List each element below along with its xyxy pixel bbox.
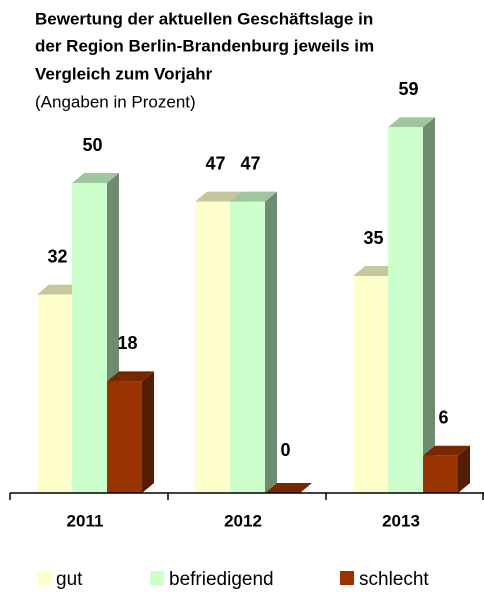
bar bbox=[265, 483, 312, 493]
bar-front bbox=[37, 294, 72, 493]
x-tick-label: 2012 bbox=[224, 511, 262, 530]
bar-front bbox=[230, 201, 265, 493]
chart-title: Bewertung der aktuellen Geschäftslage in bbox=[35, 9, 373, 28]
bar bbox=[388, 117, 435, 493]
bar-front bbox=[353, 276, 388, 493]
legend-swatch bbox=[150, 571, 164, 585]
bar bbox=[230, 191, 277, 493]
x-tick-label: 2011 bbox=[67, 511, 104, 530]
legend-label: schlecht bbox=[359, 569, 429, 590]
bar-top bbox=[195, 191, 242, 202]
bar-side bbox=[423, 117, 435, 493]
bar-side bbox=[458, 445, 470, 493]
chart-title: Vergleich zum Vorjahr bbox=[35, 64, 213, 83]
bar-side bbox=[265, 191, 277, 493]
x-tick-label: 2013 bbox=[382, 511, 420, 530]
bar bbox=[107, 371, 154, 493]
value-label: 47 bbox=[240, 153, 260, 173]
bar bbox=[72, 173, 119, 493]
bar-front bbox=[388, 127, 423, 493]
value-label: 59 bbox=[398, 79, 418, 99]
bar-top bbox=[230, 191, 277, 202]
bar-front bbox=[107, 381, 142, 493]
bar bbox=[423, 445, 470, 493]
bar-top bbox=[423, 445, 470, 456]
value-label: 0 bbox=[280, 440, 290, 460]
value-label: 35 bbox=[363, 228, 383, 248]
value-label: 47 bbox=[205, 153, 225, 173]
chart-title: der Region Berlin-Brandenburg jeweils im bbox=[35, 36, 374, 55]
bar-top bbox=[388, 117, 435, 128]
value-label: 6 bbox=[438, 408, 448, 428]
bar-top bbox=[107, 371, 154, 382]
bar-top bbox=[72, 173, 119, 183]
bar-top bbox=[265, 483, 312, 493]
value-label: 50 bbox=[82, 135, 102, 155]
bar-side bbox=[142, 371, 154, 493]
bar-front bbox=[423, 455, 458, 493]
legend-swatch bbox=[340, 571, 354, 585]
legend-swatch bbox=[37, 571, 51, 585]
legend-label: gut bbox=[56, 569, 83, 590]
bar-front bbox=[195, 201, 230, 493]
value-label: 18 bbox=[117, 333, 137, 353]
chart-subtitle: (Angaben in Prozent) bbox=[35, 92, 196, 111]
value-label: 32 bbox=[47, 246, 67, 266]
legend-label: befriedigend bbox=[169, 569, 274, 590]
bar-front bbox=[72, 183, 107, 493]
